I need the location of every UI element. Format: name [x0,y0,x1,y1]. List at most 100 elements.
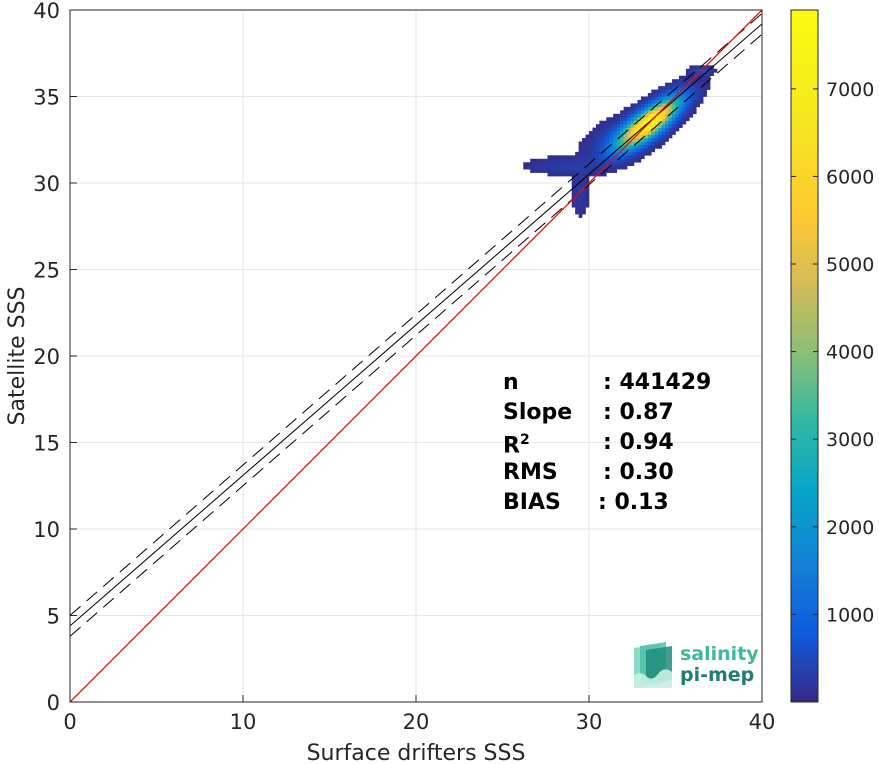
density-cell [644,138,649,142]
density-cell [582,162,586,166]
density-cell [703,82,707,87]
density-cell [568,158,572,163]
density-cell [550,169,555,173]
density-cell [682,117,687,122]
density-cell [665,131,669,135]
density-cell [623,155,628,160]
density-cell [696,93,701,97]
density-cell [554,169,559,173]
density-cell [609,151,614,156]
density-cell [571,189,576,194]
density-cell [568,165,572,170]
density-cell [613,144,617,149]
density-cell [665,82,669,87]
density-cell [672,110,676,115]
density-cell [685,110,690,115]
density-cell [654,138,659,142]
density-cell [575,162,579,166]
density-cell [668,103,673,108]
density-cell [703,75,707,80]
density-cell [613,113,617,118]
density-cell [616,165,621,170]
density-cell [602,151,607,156]
density-cell [557,158,562,163]
density-cell [685,117,690,122]
density-cell [620,124,624,128]
density-cell [665,124,669,128]
density-cell [627,106,631,111]
density-cell [592,158,597,163]
density-cell [616,141,621,146]
density-cell [523,165,528,170]
density-cell [578,165,583,170]
stat-label: Slope [503,400,573,425]
density-cell [606,158,611,163]
density-cell [568,169,572,173]
density-cell [661,93,666,97]
density-cell [623,127,628,132]
density-cell [699,75,704,80]
density-cell [644,127,649,132]
x-axis-label: Surface drifters SSS [307,741,526,764]
density-cell [672,120,676,125]
density-cell [689,82,694,87]
density-cell [616,120,621,125]
density-cell [613,169,617,173]
density-cell [633,138,638,142]
density-cell [661,138,666,142]
density-cell [651,120,656,125]
density-cell [689,75,694,80]
density-cell [665,138,669,142]
density-cell [561,172,566,177]
density-cell [644,106,649,111]
density-cell [665,86,669,90]
density-cell [692,99,697,104]
density-cell [668,93,673,97]
density-cell [682,110,687,115]
density-cell [599,127,604,132]
density-cell [620,127,624,132]
density-cell [678,106,683,111]
density-cell [675,106,680,111]
density-cell [540,162,545,166]
x-tick-label: 0 [63,710,76,734]
density-cell [703,68,707,73]
stat-value: : 0.13 [598,490,669,515]
stat-label: RMS [503,460,558,485]
density-cell [661,141,666,146]
density-cell [661,110,666,115]
colorbar-tick-label: 5000 [826,254,874,276]
density-cell [554,165,559,170]
density-cell [547,165,552,170]
density-cell [616,138,621,142]
density-cell [571,169,576,173]
colorbar-tick-label: 2000 [826,517,874,539]
density-cell [630,124,635,128]
density-cell [644,99,649,104]
density-cell [585,155,590,160]
density-cell [582,179,586,184]
density-cell [668,134,673,139]
density-cell [651,96,656,101]
density-cell [585,200,590,205]
density-cell [554,158,559,163]
colorbar-tick-label: 4000 [826,342,874,364]
density-cell [526,165,531,170]
density-cell [654,120,659,125]
density-cell [651,103,656,108]
density-cell [582,183,586,187]
density-cell [602,127,607,132]
density-cell [557,155,562,160]
density-cell [689,96,694,101]
density-cell [578,158,583,163]
density-cell [658,103,662,108]
density-cell [616,162,621,166]
density-cell [585,134,590,139]
density-cell [575,200,579,205]
density-cell [682,82,687,87]
density-cell [661,127,666,132]
density-cell [682,96,687,101]
density-cell [599,134,604,139]
density-cell [592,162,597,166]
y-tick-label: 40 [33,0,60,23]
